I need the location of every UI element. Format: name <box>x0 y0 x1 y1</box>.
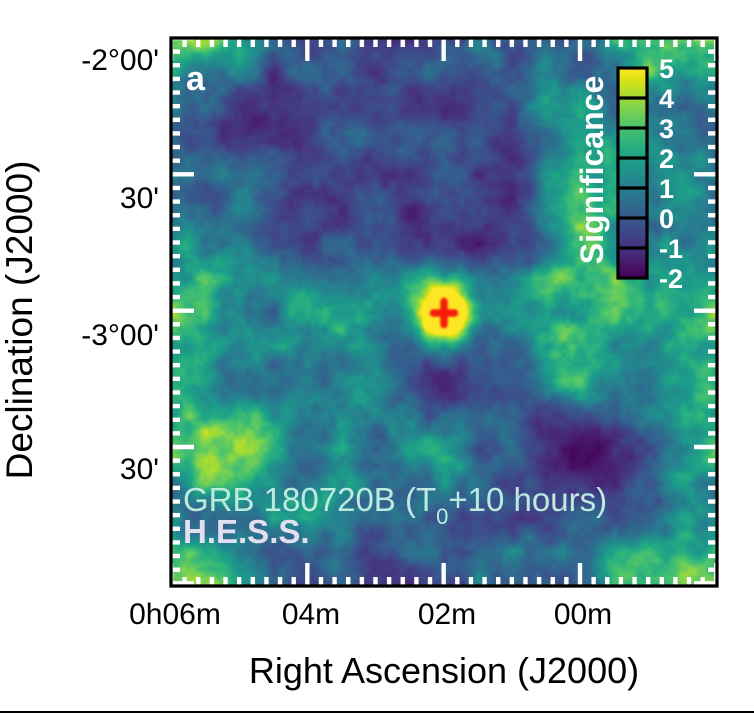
svg-text:a: a <box>186 60 206 98</box>
svg-text:Declination (J2000): Declination (J2000) <box>0 161 40 480</box>
svg-text:3: 3 <box>659 114 674 144</box>
svg-text:-3°00': -3°00' <box>81 319 159 352</box>
svg-text:Right Ascension (J2000): Right Ascension (J2000) <box>249 650 639 691</box>
svg-text:-2: -2 <box>659 264 683 294</box>
svg-text:30': 30' <box>120 182 159 215</box>
svg-text:04m: 04m <box>282 598 340 631</box>
svg-text:0: 0 <box>659 204 674 234</box>
svg-text:H.E.S.S.: H.E.S.S. <box>183 513 310 550</box>
svg-text:30': 30' <box>120 453 159 486</box>
svg-text:02m: 02m <box>418 598 476 631</box>
svg-text:-1: -1 <box>659 234 683 264</box>
svg-text:00m: 00m <box>554 598 612 631</box>
svg-text:5: 5 <box>659 54 674 84</box>
svg-text:Significance: Significance <box>574 76 610 265</box>
svg-text:4: 4 <box>659 84 674 114</box>
svg-text:1: 1 <box>659 174 674 204</box>
svg-text:0h06m: 0h06m <box>129 598 221 631</box>
svg-text:-2°00': -2°00' <box>81 44 159 77</box>
svg-text:2: 2 <box>659 144 674 174</box>
